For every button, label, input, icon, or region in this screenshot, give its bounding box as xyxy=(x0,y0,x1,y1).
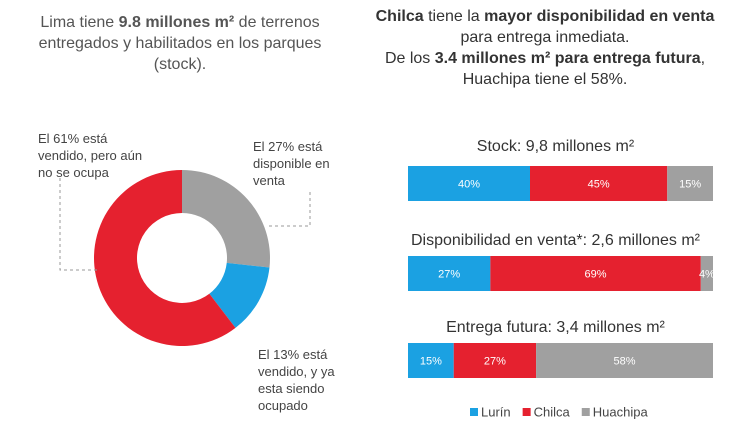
bar-segment xyxy=(490,256,701,291)
bar-segment xyxy=(408,256,491,291)
value-label: 27% xyxy=(484,355,506,367)
paragraph: Chilca tiene la mayor disponibilidad en … xyxy=(370,6,720,48)
value-label: 40% xyxy=(458,178,480,190)
bar-title: Stock: 9,8 millones m² xyxy=(477,138,635,155)
bar-title: Disponibilidad en venta*: 2,6 millones m… xyxy=(411,232,701,249)
paragraph: Lima tiene 9.8 millones m² de terrenos e… xyxy=(20,12,340,75)
donut-slice xyxy=(94,170,236,347)
legend-label: Lurín xyxy=(481,404,511,419)
legend-label: Chilca xyxy=(534,404,571,419)
annotation: El 61% está vendido, pero aún no se ocup… xyxy=(38,131,143,180)
text-run: Lima tiene xyxy=(40,14,119,31)
value-label: 27% xyxy=(438,268,460,280)
text-run: , Huachipa tiene el 58%. xyxy=(462,50,706,88)
value-label: 15% xyxy=(679,178,701,190)
legend-swatch xyxy=(470,408,478,416)
leader-line xyxy=(59,178,98,271)
text-run: 3.4 millones m² para entrega futura xyxy=(434,50,701,67)
leader-line xyxy=(266,192,311,227)
bar-segment xyxy=(667,166,713,201)
value-label: 58% xyxy=(614,355,636,367)
text-run: Chilca xyxy=(375,8,424,25)
text-run: 9.8 millones m² xyxy=(118,14,235,31)
bar-segment xyxy=(536,343,713,378)
bar-segment xyxy=(453,343,537,378)
donut-slice xyxy=(182,170,270,268)
legend-swatch xyxy=(522,408,531,416)
legend-label: Huachipa xyxy=(593,404,649,419)
bar-segment xyxy=(408,166,530,201)
value-label: 45% xyxy=(588,178,610,190)
text-run: tiene la xyxy=(423,8,485,25)
value-label: 69% xyxy=(585,268,607,280)
bar-title: Entrega futura: 3,4 millones m² xyxy=(446,319,665,336)
text-run: de terrenos entregados y habilitados en … xyxy=(38,14,322,73)
text-run: mayor disponibilidad en venta xyxy=(484,8,715,25)
bar-segment xyxy=(530,166,668,201)
value-label: 4% xyxy=(699,268,715,280)
chart-title: Lima tiene 9.8 millones m² de terrenos e… xyxy=(20,12,340,75)
bar-segment xyxy=(700,256,713,291)
value-label: 15% xyxy=(420,355,442,367)
donut-slice xyxy=(209,262,270,328)
paragraph: De los 3.4 millones m² para entrega futu… xyxy=(370,48,720,90)
text-run: De los xyxy=(384,50,435,67)
annotation: El 13% está vendido, y ya esta siendo oc… xyxy=(258,347,335,413)
legend-swatch xyxy=(581,408,590,416)
annotation: El 27% está disponible en venta xyxy=(253,139,330,188)
bar-segment xyxy=(408,343,454,378)
chart-title: Chilca tiene la mayor disponibilidad en … xyxy=(370,6,720,90)
text-run: para entrega inmediata. xyxy=(460,29,630,46)
